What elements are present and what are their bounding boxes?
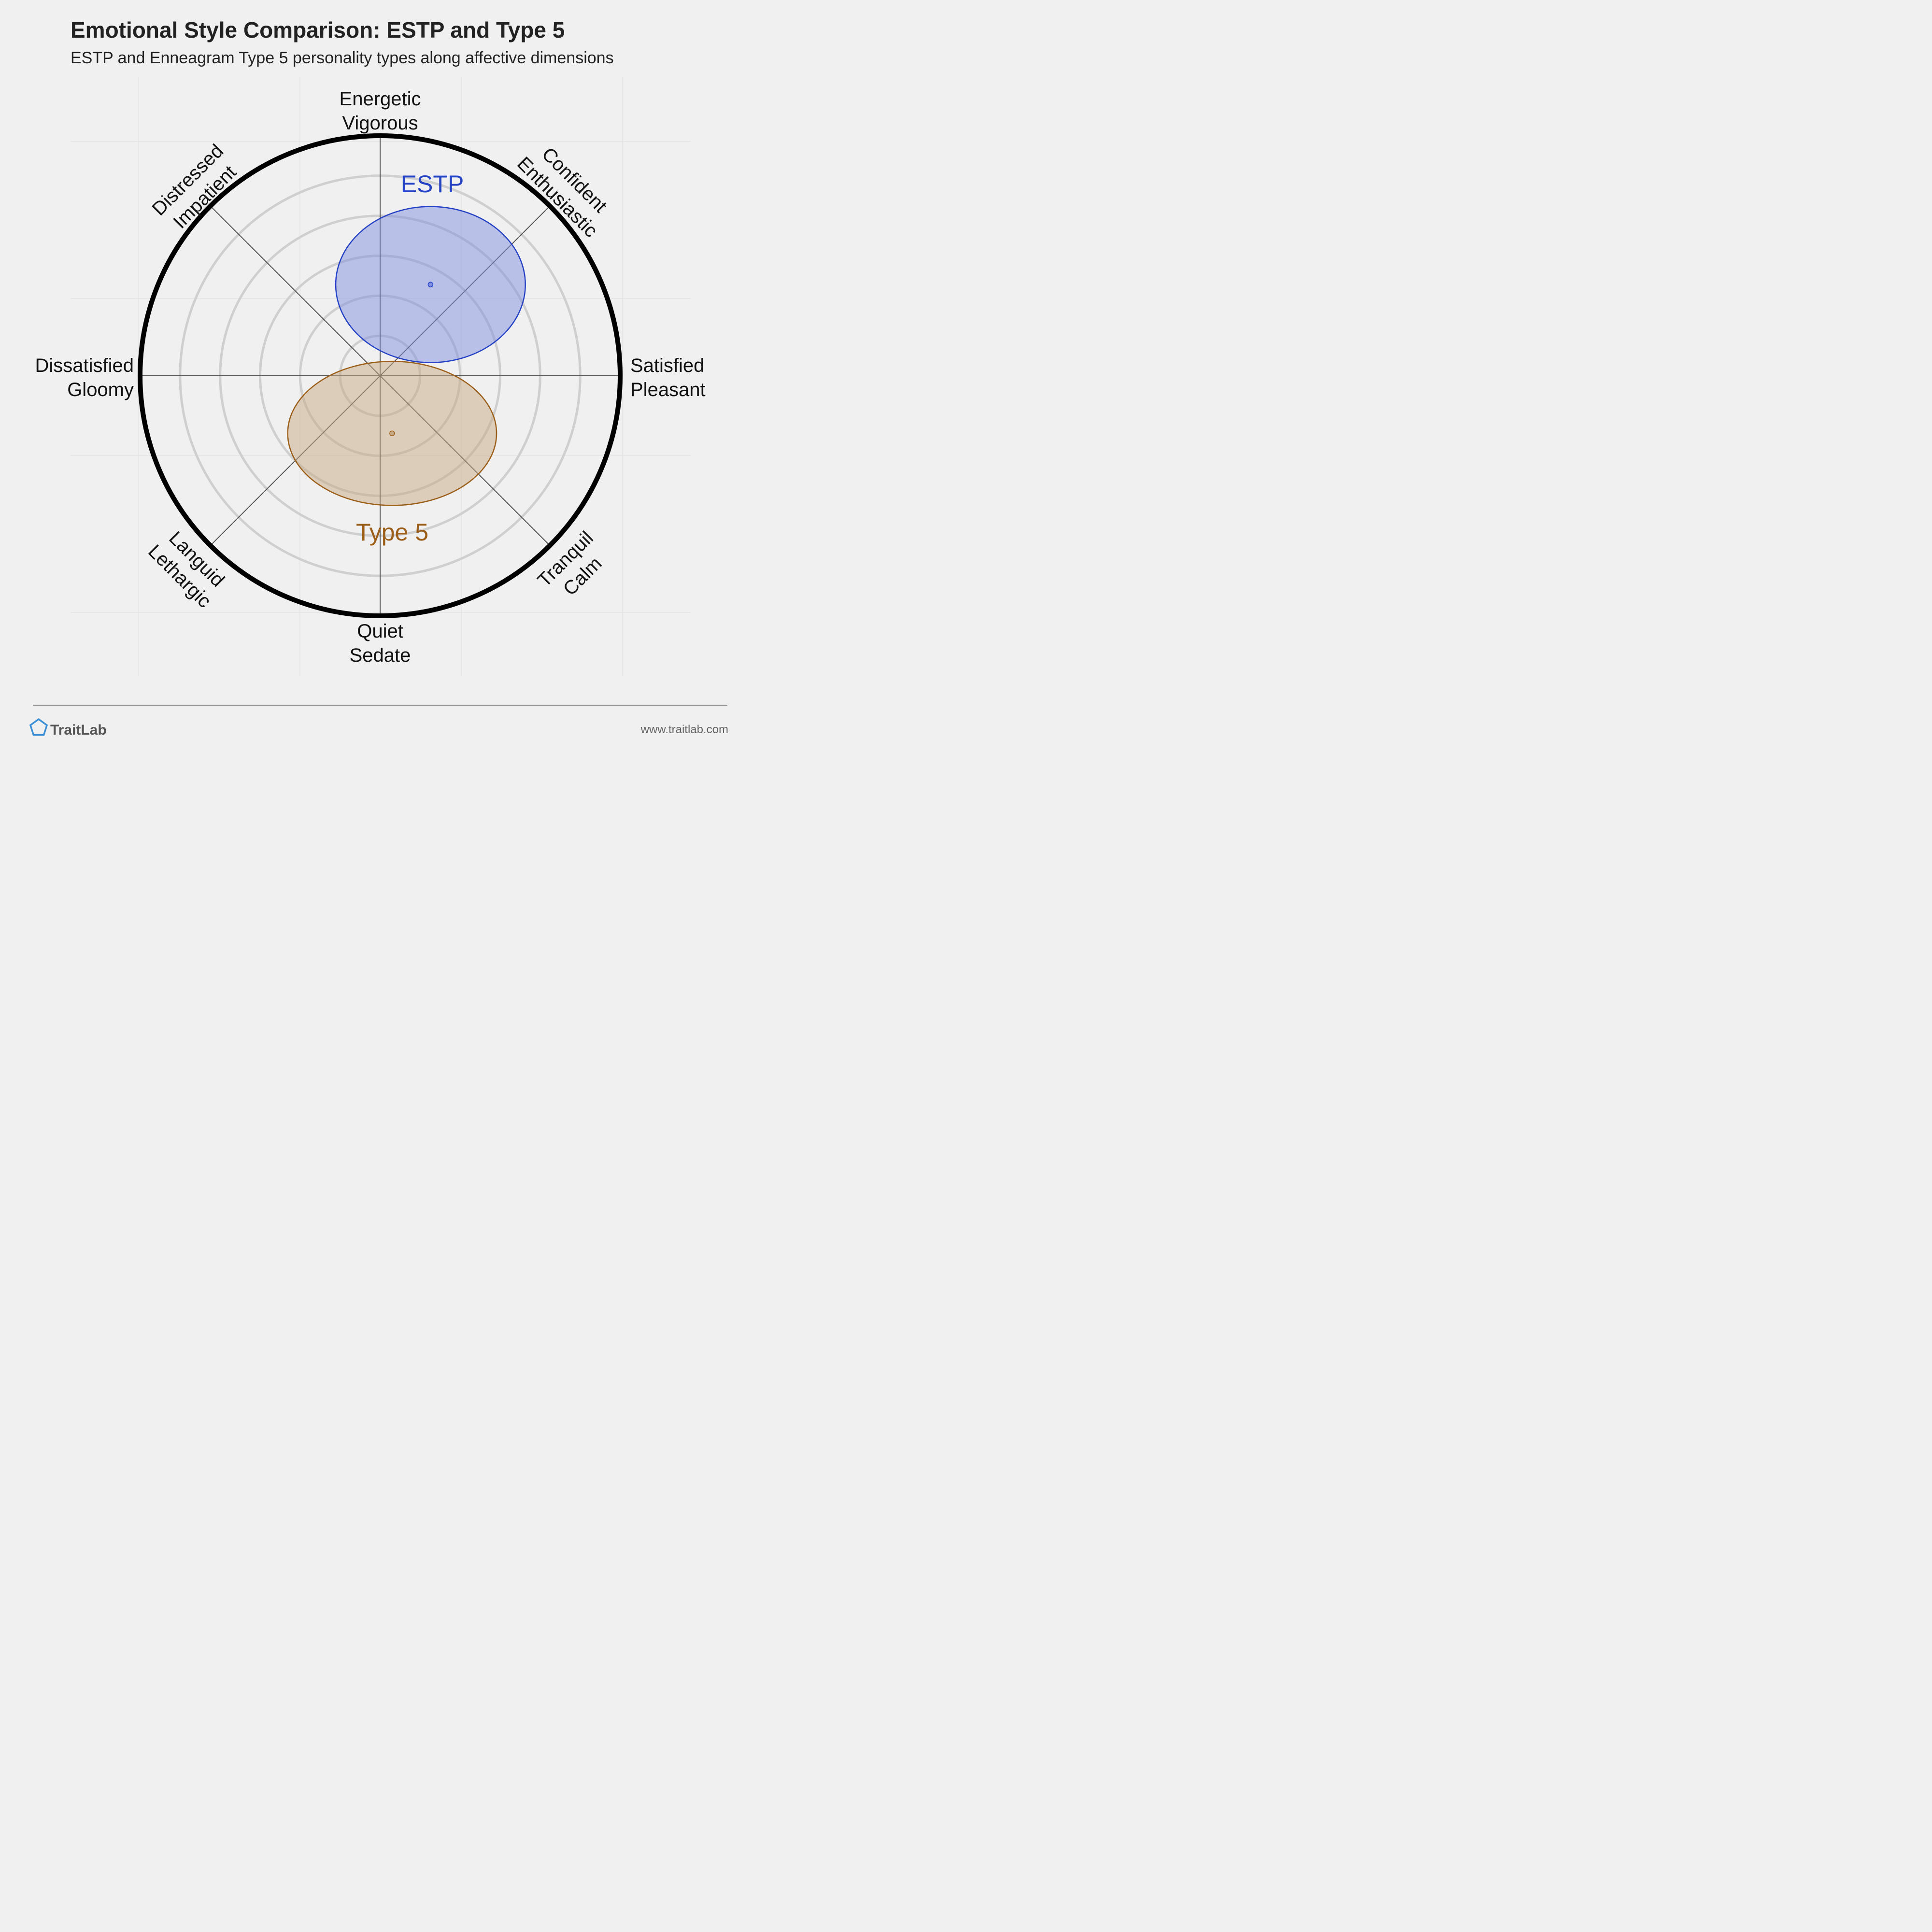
axis-label-line: Pleasant	[630, 379, 706, 400]
axis-label: Energetic Vigorous	[340, 88, 421, 134]
axis-label-line: Gloomy	[67, 379, 134, 400]
axis-label-line: Quiet	[357, 621, 403, 642]
outer-circle	[138, 133, 623, 618]
chart-subtitle: ESTP and Enneagram Type 5 personality ty…	[71, 49, 614, 67]
footer-brand: TraitLab	[50, 722, 107, 738]
series-label: ESTP	[401, 170, 464, 198]
axis-label-line: Sedate	[350, 645, 411, 666]
axis-label: Satisfied Pleasant	[630, 355, 706, 400]
series-center-point	[427, 282, 434, 287]
axis-label-line: Vigorous	[342, 113, 418, 134]
series-ellipses	[287, 206, 526, 506]
axis-label-line: Energetic	[340, 88, 421, 110]
series-center-point	[389, 430, 395, 437]
axis-label-line: Dissatisfied	[35, 355, 134, 376]
axis-label-line: Satisfied	[630, 355, 704, 376]
outer-ring	[138, 133, 623, 618]
series-label: Type 5	[356, 519, 428, 546]
traitlab-logo-icon	[29, 718, 48, 736]
axis-label: Quiet Sedate	[350, 621, 411, 666]
series-labels: ESTP Type 5	[356, 170, 464, 546]
chart-title: Emotional Style Comparison: ESTP and Typ…	[71, 17, 565, 43]
footer-url: www.traitlab.com	[640, 723, 728, 736]
axis-label: Dissatisfied Gloomy	[35, 355, 134, 400]
emotional-style-chart: Emotional Style Comparison: ESTP and Typ…	[0, 0, 757, 757]
